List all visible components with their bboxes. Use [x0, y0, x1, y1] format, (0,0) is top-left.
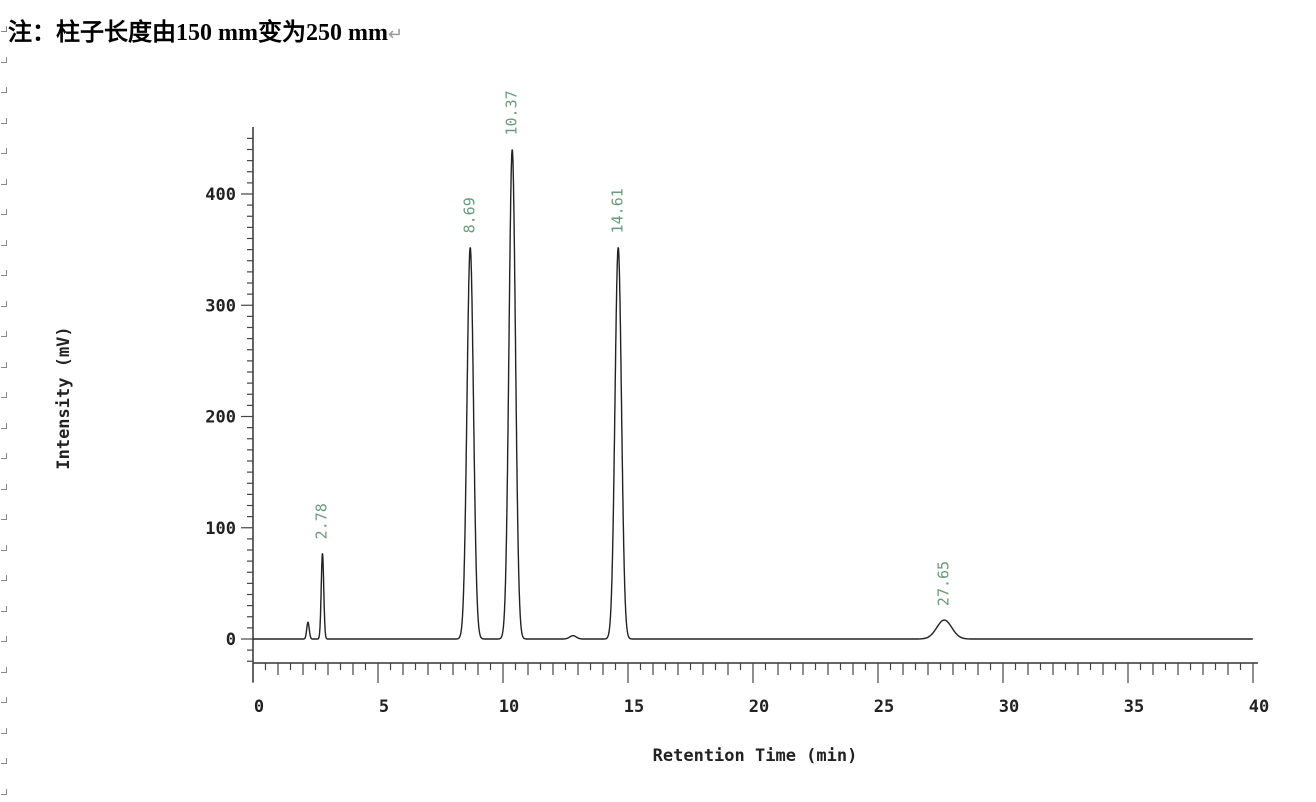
margin-mark [1, 422, 7, 429]
margin-mark [1, 544, 7, 551]
note-text: 注：柱子长度由150 mm变为250 mm↵ [8, 12, 403, 47]
x-tick-label: 10 [499, 697, 519, 717]
margin-mark [1, 26, 7, 32]
margin-mark [1, 788, 7, 795]
ticks [241, 137, 1254, 683]
chromatogram-trace [253, 149, 1253, 640]
margin-mark [1, 666, 7, 673]
x-tick-label: 5 [379, 697, 389, 717]
peak-label: 2.78 [313, 503, 331, 539]
x-tick-label: 40 [1249, 697, 1269, 717]
peak-label: 8.69 [460, 197, 478, 233]
x-tick-label: 35 [1124, 697, 1144, 717]
peak-label: 27.65 [934, 561, 952, 606]
peak-labels: 2.78 8.69 10.37 14.61 27.65 [313, 90, 953, 606]
y-tick-label: 200 [205, 408, 236, 428]
margin-mark [1, 636, 7, 642]
margin-mark [1, 87, 7, 93]
axes [252, 127, 1258, 682]
margin-mark [1, 178, 7, 185]
y-tick-label: 300 [205, 296, 236, 316]
margin-mark [1, 453, 7, 459]
margin-mark [1, 514, 7, 520]
margin-mark [1, 117, 7, 124]
y-tick-label: 0 [226, 630, 236, 650]
margin-mark [1, 605, 7, 612]
margin-mark [1, 331, 7, 337]
margin-mark [1, 148, 7, 154]
x-tick-label: 0 [254, 697, 264, 717]
margin-mark [1, 361, 7, 368]
margin-mark [1, 209, 7, 215]
peak-label: 14.61 [608, 188, 626, 233]
margin-mark [1, 270, 7, 276]
margin-mark [1, 483, 7, 490]
x-tick-label: 25 [874, 697, 894, 717]
margin-mark [1, 727, 7, 734]
x-tick-label: 30 [999, 697, 1019, 717]
y-tick-label: 400 [205, 185, 236, 205]
peak-label: 10.37 [502, 90, 520, 135]
y-tick-label: 100 [205, 519, 236, 539]
x-axis-title: Retention Time (min) [653, 746, 858, 766]
x-tick-label: 15 [624, 697, 644, 717]
y-axis-title: Intensity (mV) [54, 326, 74, 469]
paragraph-mark-icon: ↵ [387, 24, 404, 44]
margin-mark [1, 392, 7, 398]
margin-mark [1, 697, 7, 703]
x-tick-label: 20 [749, 697, 769, 717]
margin-mark [1, 575, 7, 581]
note-caption: 注：柱子长度由150 mm变为250 mm [8, 20, 388, 46]
margin-mark [1, 300, 7, 307]
margin-mark [1, 56, 7, 63]
margin-mark [1, 239, 7, 246]
margin-mark [1, 758, 7, 764]
